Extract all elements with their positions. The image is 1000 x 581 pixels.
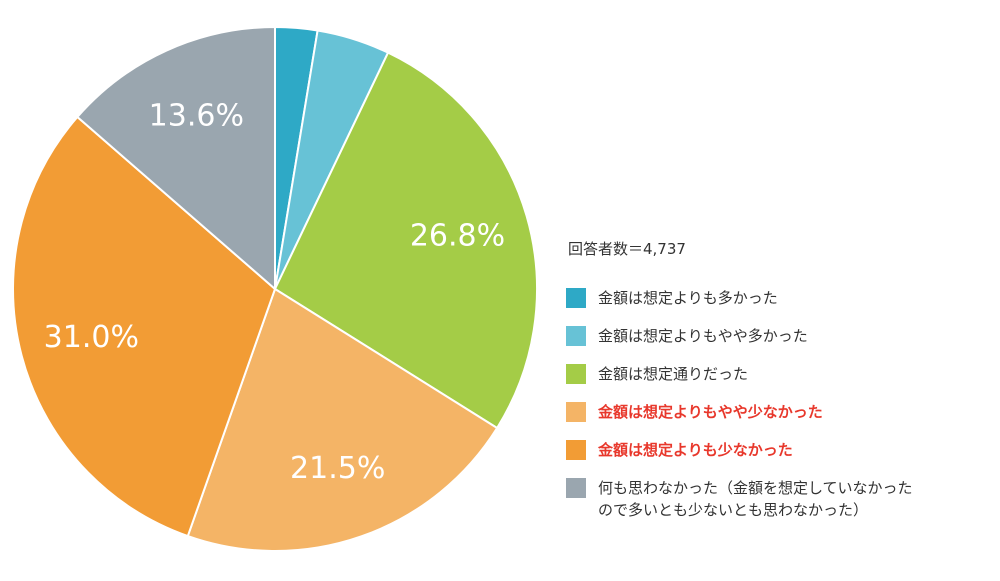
legend-item-0: 金額は想定よりも多かった <box>566 287 913 309</box>
legend-label-1: 金額は想定よりもやや多かった <box>598 327 808 345</box>
slice-value-label-5: 13.6% <box>149 99 244 134</box>
legend-item-5: 何も思わなかった（金額を想定していなかった ので多いとも少ないとも思わなかった） <box>566 477 913 521</box>
legend-swatch-0 <box>566 288 586 308</box>
legend-label-2: 金額は想定通りだった <box>598 365 749 383</box>
legend-label-3: 金額は想定よりもやや少なかった <box>598 403 823 421</box>
legend-swatch-5 <box>566 478 586 498</box>
slice-value-label-2: 26.8% <box>410 219 505 254</box>
slice-value-label-4: 31.0% <box>44 320 139 355</box>
legend-swatch-2 <box>566 364 586 384</box>
slice-value-label-3: 21.5% <box>290 451 385 486</box>
pie-slice-5 <box>76 26 276 290</box>
legend-item-4: 金額は想定よりも少なかった <box>566 439 913 461</box>
legend-item-1: 金額は想定よりもやや多かった <box>566 325 913 347</box>
legend-item-3: 金額は想定よりもやや少なかった <box>566 401 913 423</box>
legend-label-4: 金額は想定よりも少なかった <box>598 441 793 459</box>
pie-slice-3 <box>186 288 499 552</box>
legend-item-2: 金額は想定通りだった <box>566 363 913 385</box>
pie-slice-2 <box>274 51 538 429</box>
legend-label-0: 金額は想定よりも多かった <box>598 289 778 307</box>
legend-swatch-3 <box>566 402 586 422</box>
legend-swatch-1 <box>566 326 586 346</box>
respondent-count: 回答者数＝4,737 <box>568 240 686 258</box>
pie-slice-4 <box>12 115 276 538</box>
legend-label-5: 何も思わなかった（金額を想定していなかった ので多いとも少ないとも思わなかった） <box>598 479 913 519</box>
legend: 金額は想定よりも多かった金額は想定よりもやや多かった 金額は想定通りだった金額は想… <box>566 287 913 537</box>
legend-swatch-4 <box>566 440 586 460</box>
pie-chart: 26.8% 21.5% 31.0% 13.6% <box>12 26 538 552</box>
